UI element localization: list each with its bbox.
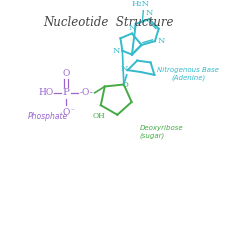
Text: OH: OH <box>92 112 105 120</box>
Text: Nitrogenous Base
(Adenine): Nitrogenous Base (Adenine) <box>158 67 219 81</box>
Text: N: N <box>113 47 120 55</box>
Text: O: O <box>62 69 70 78</box>
Text: -O-: -O- <box>79 88 93 97</box>
Text: ⁻: ⁻ <box>71 108 74 114</box>
Text: Phosphate: Phosphate <box>27 112 68 121</box>
Text: Nucleotide  Structure: Nucleotide Structure <box>43 16 173 29</box>
Text: H₂N: H₂N <box>132 0 150 8</box>
Text: Deoxyribose
(sugar): Deoxyribose (sugar) <box>140 125 183 139</box>
Text: N: N <box>158 37 165 45</box>
Text: N: N <box>146 9 153 17</box>
Text: O: O <box>62 108 70 117</box>
Text: N: N <box>121 65 128 73</box>
Text: N: N <box>128 24 136 32</box>
Text: HO: HO <box>38 88 53 97</box>
Text: O: O <box>121 81 128 90</box>
Text: P: P <box>62 88 69 97</box>
